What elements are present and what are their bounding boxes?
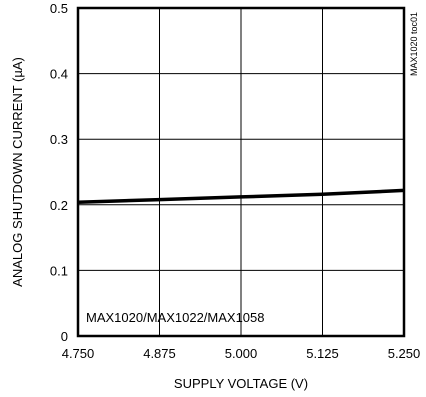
y-tick-label: 0.2 [50, 198, 68, 213]
figure-id-label: MAX1020 toc01 [409, 12, 419, 76]
y-tick-label: 0.3 [50, 132, 68, 147]
series-line [77, 188, 405, 204]
y-tick-label: 0.1 [50, 263, 68, 278]
y-tick-label: 0.4 [50, 67, 68, 82]
x-tick-label: 5.000 [225, 346, 258, 361]
y-axis-label: ANALOG SHUTDOWN CURRENT (µA) [10, 57, 25, 287]
x-tick-labels: 4.750 4.875 5.000 5.125 5.250 [62, 346, 421, 361]
x-tick-label: 4.750 [62, 346, 95, 361]
device-annotation: MAX1020/MAX1022/MAX1058 [86, 310, 265, 325]
x-tick-label: 5.250 [388, 346, 421, 361]
plot-frame [76, 6, 406, 338]
x-tick-label: 5.125 [306, 346, 339, 361]
y-tick-label: 0.5 [50, 1, 68, 16]
x-tick-label: 4.875 [143, 346, 176, 361]
x-axis-label: SUPPLY VOLTAGE (V) [174, 376, 308, 391]
series-group [77, 188, 405, 204]
y-tick-label: 0 [61, 329, 68, 344]
grid-lines [78, 8, 404, 336]
y-tick-labels: 0 0.1 0.2 0.3 0.4 0.5 [50, 1, 68, 344]
